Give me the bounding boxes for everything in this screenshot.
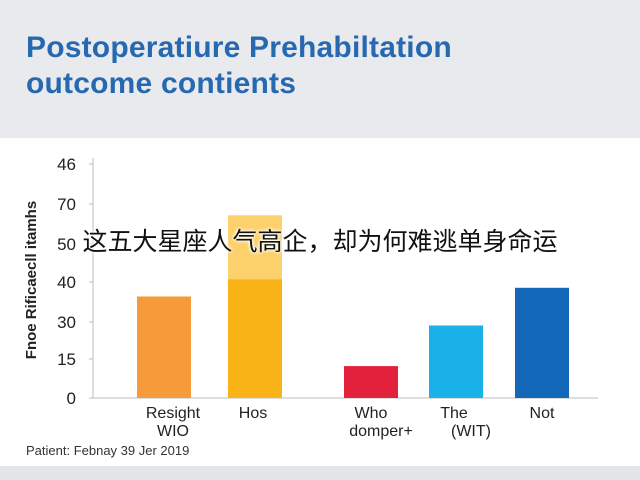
bar xyxy=(137,296,191,398)
overlay-caption: 这五大星座人气高企，却为何难逃单身命运 xyxy=(82,227,558,256)
bar-chart: 0 15 30 40 50 70 46 Fnoe Rificaecll itamhs Resig… xyxy=(23,155,598,440)
y-tick-label: 50 xyxy=(57,235,76,254)
title-line-2: outcome contients xyxy=(26,67,297,100)
x-category-label: domper+ xyxy=(349,423,413,440)
y-tick-label: 30 xyxy=(57,313,76,332)
bar xyxy=(429,325,483,398)
x-category-label: The xyxy=(440,405,468,422)
bar xyxy=(515,287,569,398)
y-tick-label: 46 xyxy=(57,155,76,174)
bottom-strip xyxy=(0,466,640,480)
y-tick-label: 70 xyxy=(57,195,76,214)
page-title: Postoperatiure Prehabiltation outcome co… xyxy=(26,30,626,102)
bar-stacked-top xyxy=(228,215,282,280)
x-category-label: Resight xyxy=(146,405,201,422)
bar xyxy=(344,366,398,398)
y-tick-label: 40 xyxy=(57,273,76,292)
x-category-label: Hos xyxy=(239,405,267,422)
footnote: Patient: Febnay 39 Jer 2019 xyxy=(26,443,190,458)
title-line-1: Postoperatiure Prehabiltation xyxy=(26,31,452,64)
x-category-label: WIO xyxy=(157,423,189,440)
bar xyxy=(228,279,282,398)
y-axis-title: Fnoe Rificaecll itamhs xyxy=(23,201,40,359)
y-tick-label: 15 xyxy=(57,350,76,369)
x-category-label: Who xyxy=(355,405,388,422)
x-category-label: (WIT) xyxy=(451,423,491,440)
y-tick-label: 0 xyxy=(67,389,76,408)
header-band xyxy=(0,0,640,138)
x-category-label: Not xyxy=(530,405,555,422)
